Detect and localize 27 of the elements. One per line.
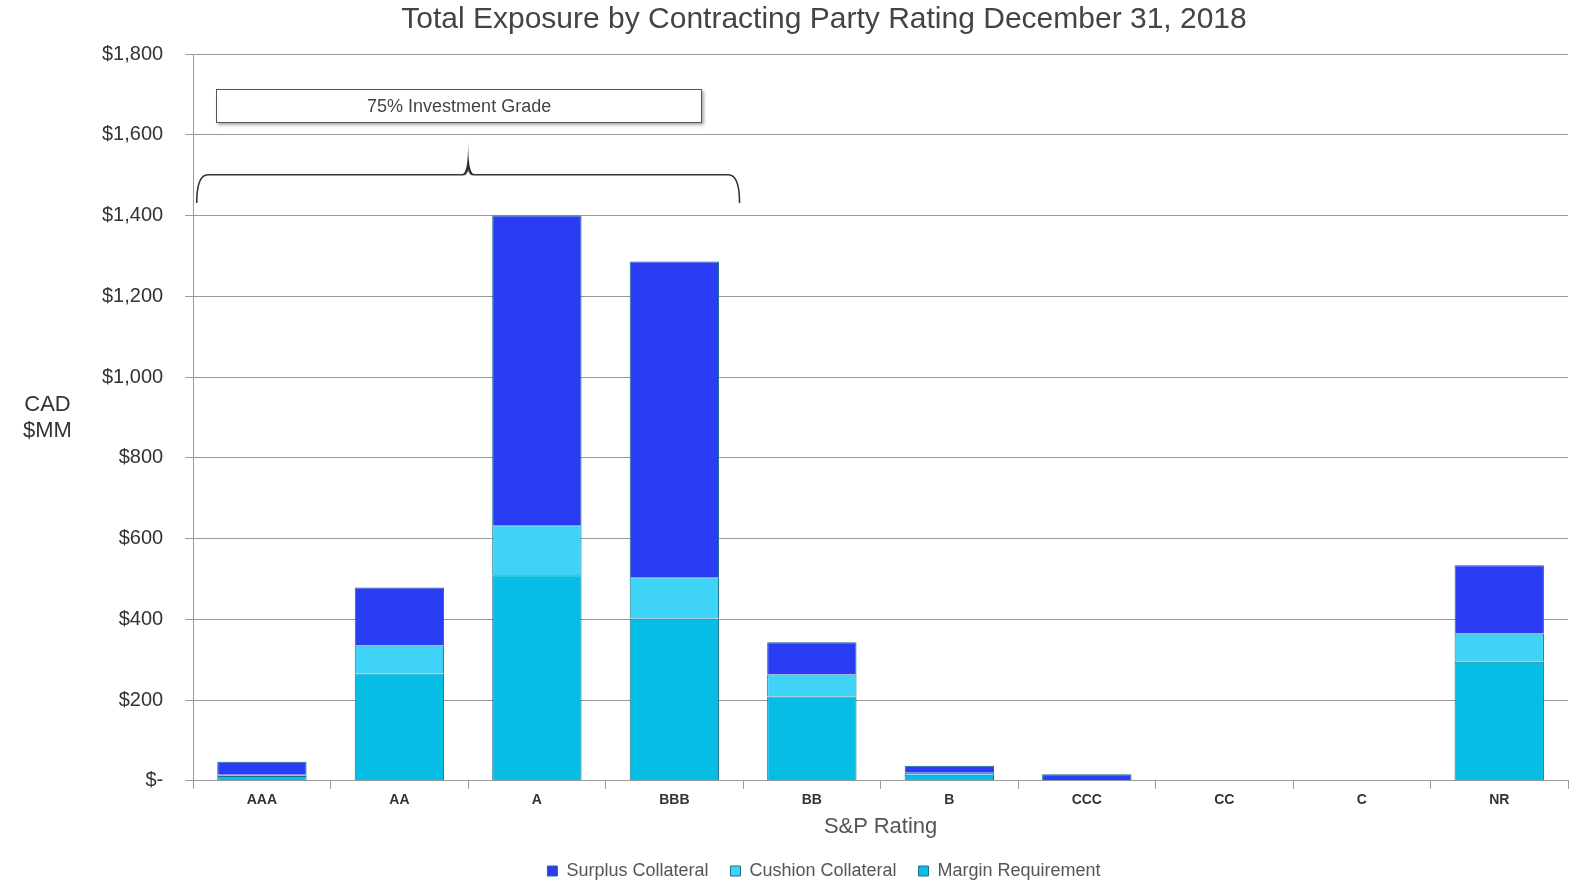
y-tick-label: $1,400 — [102, 203, 164, 226]
x-tick-label: AAA — [246, 791, 278, 808]
y-tick-label: $200 — [118, 687, 164, 710]
x-tick-label: CCC — [1071, 791, 1102, 808]
y-tick-label: $1,000 — [102, 364, 164, 387]
x-axis-title: S&P Rating — [823, 812, 938, 838]
y-tick-label: $1,200 — [102, 283, 164, 306]
x-tick-label: BB — [801, 791, 822, 808]
y-tick-label: $800 — [118, 445, 164, 468]
chart-title: Total Exposure by Contracting Party Rating December 31, 2018 — [401, 1, 1247, 35]
y-tick-label: $- — [145, 768, 164, 791]
y-tick-label: $1,600 — [102, 122, 164, 145]
legend-label: Surplus Collateral — [566, 859, 709, 880]
label-box: 75% Investment Grade — [215, 88, 703, 123]
y-tick-label: $400 — [118, 606, 164, 629]
y-tick-label: $1,800 — [102, 41, 164, 64]
x-tick-label: NR — [1489, 791, 1510, 808]
x-tick-label: CC — [1214, 791, 1235, 808]
x-tick-label: A — [531, 791, 542, 808]
x-tick-label: BBB — [659, 791, 690, 808]
legend-label: Margin Requirement — [937, 859, 1101, 880]
y-axis-title: CAD $MM — [22, 391, 73, 444]
x-tick-label: C — [1356, 791, 1367, 808]
y-tick-label: $600 — [118, 526, 164, 549]
legend-label: Cushion Collateral — [749, 859, 897, 880]
x-tick-label: B — [944, 791, 955, 808]
x-tick-label: AA — [389, 791, 410, 808]
